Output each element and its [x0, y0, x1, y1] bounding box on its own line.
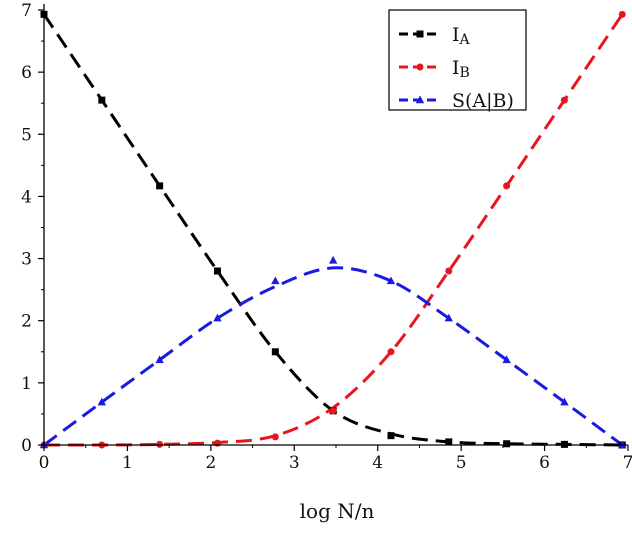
- series-line-sab: [43, 266, 624, 447]
- x-tick-label-4: 4: [372, 453, 383, 473]
- data-point-sab: [213, 313, 222, 322]
- legend: IA IB S(A|B): [388, 9, 527, 112]
- x-tick-label-7: 7: [623, 453, 632, 473]
- data-point-sab: [155, 355, 164, 364]
- y-tick-label-1: 1: [21, 374, 32, 394]
- data-point-ia: [503, 440, 511, 448]
- axes: 0 1 2 3 4 5 6 7 0 1 2 3 4 5 6 7: [21, 1, 632, 473]
- x-tick-label-5: 5: [456, 453, 467, 473]
- y-tick-label-6: 6: [21, 63, 32, 83]
- data-point-ib: [329, 407, 337, 415]
- y-tick-label-0: 0: [21, 436, 32, 456]
- data-point-sab: [444, 313, 453, 322]
- y-tick-label-7: 7: [21, 1, 32, 21]
- data-point-ib: [387, 348, 395, 356]
- curves-layer: [42, 13, 624, 447]
- legend-box: [388, 9, 527, 111]
- data-point-sab: [97, 397, 107, 406]
- data-point-ib: [503, 182, 511, 190]
- data-point-ib: [618, 10, 626, 18]
- legend-marker-ib: [416, 63, 424, 71]
- data-point-sab: [328, 255, 338, 264]
- series-line-ib: [43, 13, 624, 447]
- data-point-sab: [386, 276, 396, 285]
- data-point-ib: [560, 96, 568, 104]
- data-point-sab: [271, 276, 280, 285]
- legend-label-ib: IB: [452, 57, 470, 81]
- x-tick-label-2: 2: [205, 453, 216, 473]
- data-point-ia: [213, 267, 221, 275]
- data-point-ia: [271, 348, 279, 356]
- y-tick-label-2: 2: [21, 312, 32, 332]
- data-point-ia: [445, 438, 453, 446]
- y-tick-label-5: 5: [21, 125, 32, 145]
- x-axis-title: log N/n: [300, 499, 375, 523]
- y-tick-label-4: 4: [21, 187, 32, 207]
- y-tick-label-3: 3: [21, 250, 32, 270]
- legend-label-ia: IA: [452, 24, 471, 48]
- data-point-sab: [502, 355, 511, 364]
- x-tick-label-1: 1: [122, 453, 133, 473]
- x-tick-label-0: 0: [39, 453, 50, 473]
- x-tick-label-3: 3: [289, 453, 300, 473]
- legend-label-sab: S(A|B): [452, 90, 514, 112]
- data-point-ia: [156, 182, 164, 190]
- data-point-ia: [387, 432, 395, 440]
- data-point-sab: [560, 397, 569, 406]
- data-point-ib: [271, 433, 279, 441]
- legend-marker-sab: [415, 95, 425, 104]
- data-point-ia: [98, 96, 106, 104]
- legend-marker-ia: [416, 30, 424, 38]
- x-tick-label-6: 6: [539, 453, 550, 473]
- data-point-ib: [445, 267, 453, 275]
